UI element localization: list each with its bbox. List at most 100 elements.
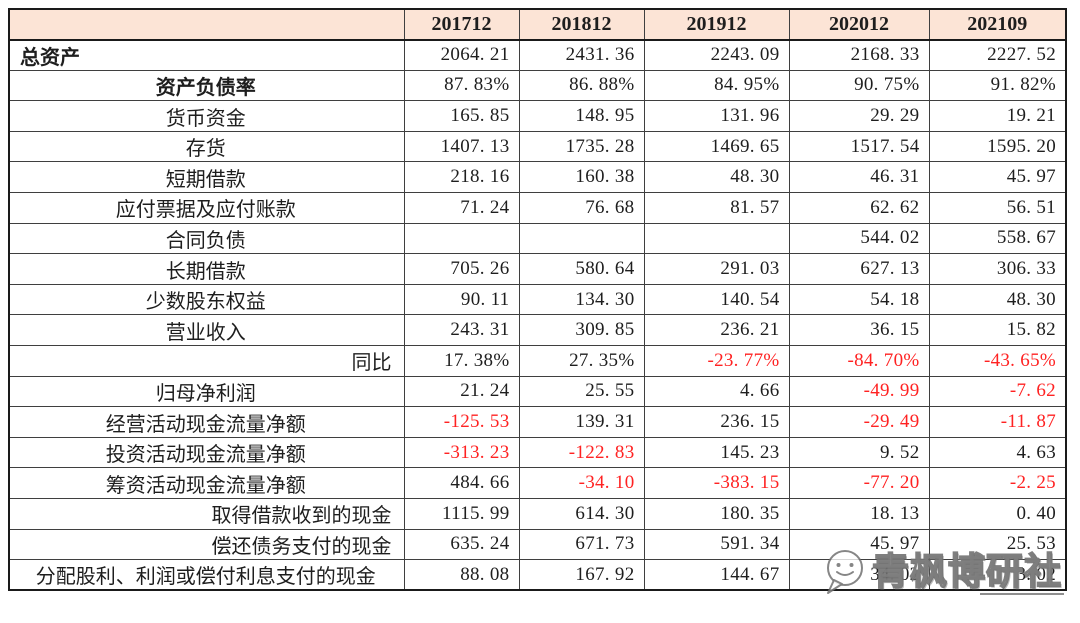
table-row: 同比 17. 38% 27. 35% -23. 77% -84. 70% -43… [8, 345, 1067, 377]
value-cell: 1517. 54 [788, 130, 930, 163]
row-label: 同比 [8, 345, 405, 377]
value-cell: 306. 33 [928, 253, 1067, 285]
value-cell: -383. 15 [643, 467, 790, 499]
value-cell: 544. 02 [788, 222, 930, 255]
value-cell: 627. 13 [788, 253, 930, 285]
table-row: 少数股东权益 90. 11 134. 30 140. 54 54. 18 48.… [8, 283, 1067, 316]
value-cell: 309. 85 [518, 314, 645, 347]
value-cell: 2064. 21 [403, 39, 520, 71]
row-label: 长期借款 [8, 253, 405, 285]
value-cell: 4. 66 [643, 375, 790, 408]
value-cell: -313. 23 [403, 436, 520, 469]
value-cell: 180. 35 [643, 498, 790, 530]
value-cell: 54. 18 [788, 283, 930, 316]
financial-table: 201712 201812 201912 202012 202109 总资产 2… [8, 8, 1067, 592]
value-cell: 580. 64 [518, 253, 645, 285]
table-row: 短期借款 218. 16 160. 38 48. 30 46. 31 45. 9… [8, 161, 1067, 194]
value-cell: 48. 30 [643, 161, 790, 194]
value-cell: 1735. 28 [518, 130, 645, 163]
value-cell: 45. 97 [928, 161, 1067, 194]
value-cell: 2243. 09 [643, 39, 790, 71]
table-row: 投资活动现金流量净额 -313. 23 -122. 83 145. 23 9. … [8, 436, 1067, 469]
value-cell: 131. 96 [643, 100, 790, 132]
header-cell-year: 202012 [788, 8, 930, 41]
table-row: 分配股利、利润或偿付利息支付的现金 88. 08 167. 92 144. 67… [8, 559, 1067, 591]
table-row: 长期借款 705. 26 580. 64 291. 03 627. 13 306… [8, 253, 1067, 285]
table-row: 合同负债 544. 02 558. 67 [8, 222, 1067, 255]
table-row: 筹资活动现金流量净额 484. 66 -34. 10 -383. 15 -77.… [8, 467, 1067, 499]
header-row: 201712 201812 201912 202012 202109 [8, 8, 1067, 41]
value-cell: 17. 38% [403, 345, 520, 377]
value-cell: 45. 97 [788, 528, 930, 561]
row-label: 偿还债务支付的现金 [8, 528, 405, 561]
watermark-underline [980, 592, 1064, 595]
value-cell: -23. 77% [643, 345, 790, 377]
table-row: 货币资金 165. 85 148. 95 131. 96 29. 29 19. … [8, 100, 1067, 132]
row-label: 货币资金 [8, 100, 405, 132]
value-cell: 36. 15 [788, 314, 930, 347]
row-label: 资产负债率 [8, 69, 405, 102]
value-cell: 218. 16 [403, 161, 520, 194]
header-cell-year: 202109 [928, 8, 1067, 41]
value-cell: 87. 83% [403, 69, 520, 102]
value-cell: 34. 02 [788, 559, 930, 591]
table-row: 存货 1407. 13 1735. 28 1469. 65 1517. 54 1… [8, 130, 1067, 163]
value-cell: 86. 88% [518, 69, 645, 102]
value-cell: 1407. 13 [403, 130, 520, 163]
value-cell: -49. 99 [788, 375, 930, 408]
value-cell: 148. 95 [518, 100, 645, 132]
row-label: 短期借款 [8, 161, 405, 194]
value-cell: 90. 11 [403, 283, 520, 316]
value-cell: 2227. 52 [928, 39, 1067, 71]
row-label: 总资产 [8, 39, 405, 71]
table-body: 总资产 2064. 21 2431. 36 2243. 09 2168. 33 … [8, 39, 1067, 591]
value-cell: 2431. 36 [518, 39, 645, 71]
value-cell: 705. 26 [403, 253, 520, 285]
value-cell: 3. 02 [928, 559, 1067, 591]
row-label: 分配股利、利润或偿付利息支付的现金 [8, 559, 405, 591]
value-cell: -29. 49 [788, 406, 930, 438]
table-row: 归母净利润 21. 24 25. 55 4. 66 -49. 99 -7. 62 [8, 375, 1067, 408]
value-cell: 21. 24 [403, 375, 520, 408]
value-cell: 81. 57 [643, 192, 790, 224]
value-cell: 62. 62 [788, 192, 930, 224]
value-cell: 236. 21 [643, 314, 790, 347]
value-cell: -77. 20 [788, 467, 930, 499]
value-cell: -2. 25 [928, 467, 1067, 499]
value-cell: 1595. 20 [928, 130, 1067, 163]
row-label: 经营活动现金流量净额 [8, 406, 405, 438]
row-label: 少数股东权益 [8, 283, 405, 316]
value-cell: 591. 34 [643, 528, 790, 561]
row-label: 合同负债 [8, 222, 405, 255]
value-cell: -43. 65% [928, 345, 1067, 377]
value-cell [643, 222, 790, 255]
value-cell: 291. 03 [643, 253, 790, 285]
row-label: 存货 [8, 130, 405, 163]
value-cell: -122. 83 [518, 436, 645, 469]
row-label: 筹资活动现金流量净额 [8, 467, 405, 499]
value-cell: 140. 54 [643, 283, 790, 316]
value-cell: -7. 62 [928, 375, 1067, 408]
table-row: 资产负债率 87. 83% 86. 88% 84. 95% 90. 75% 91… [8, 69, 1067, 102]
row-label: 投资活动现金流量净额 [8, 436, 405, 469]
row-label: 营业收入 [8, 314, 405, 347]
value-cell: 0. 40 [928, 498, 1067, 530]
value-cell: 25. 53 [928, 528, 1067, 561]
value-cell: 484. 66 [403, 467, 520, 499]
value-cell: -125. 53 [403, 406, 520, 438]
row-label: 归母净利润 [8, 375, 405, 408]
header-cell-year: 201712 [403, 8, 520, 41]
value-cell: 145. 23 [643, 436, 790, 469]
value-cell: -11. 87 [928, 406, 1067, 438]
value-cell: -34. 10 [518, 467, 645, 499]
value-cell: 243. 31 [403, 314, 520, 347]
value-cell: 139. 31 [518, 406, 645, 438]
row-label: 应付票据及应付账款 [8, 192, 405, 224]
value-cell: 25. 55 [518, 375, 645, 408]
value-cell: 134. 30 [518, 283, 645, 316]
table-row: 经营活动现金流量净额 -125. 53 139. 31 236. 15 -29.… [8, 406, 1067, 438]
value-cell: 1115. 99 [403, 498, 520, 530]
table-row: 偿还债务支付的现金 635. 24 671. 73 591. 34 45. 97… [8, 528, 1067, 561]
value-cell: 71. 24 [403, 192, 520, 224]
